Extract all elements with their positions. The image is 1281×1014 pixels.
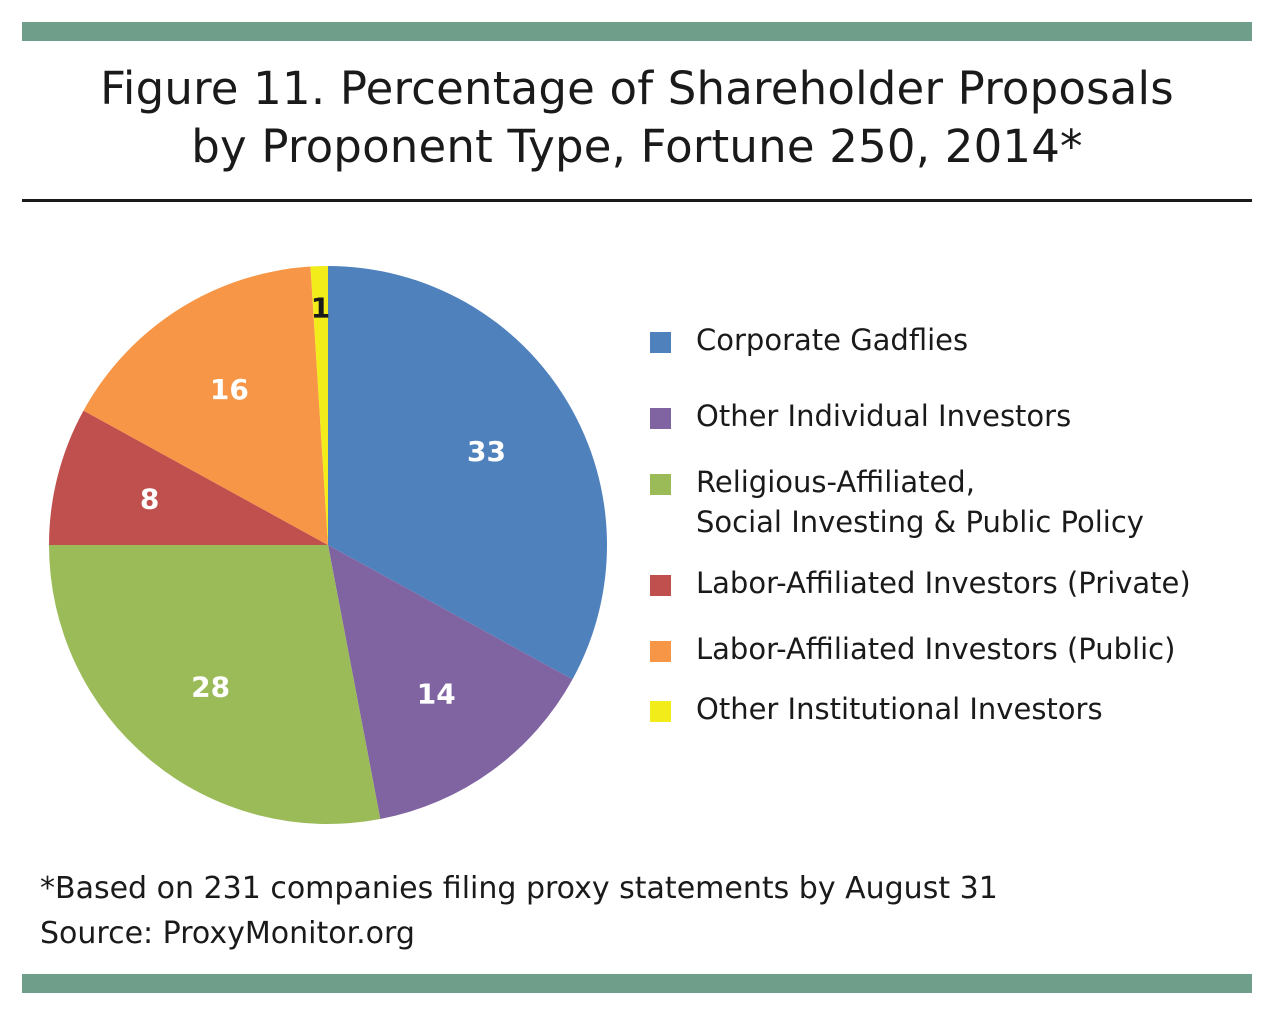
pie-label-corporate-gadflies: 33 bbox=[467, 435, 506, 468]
legend-label: Labor-Affiliated Investors (Private) bbox=[696, 566, 1191, 600]
chart-title: Figure 11. Percentage of Shareholder Pro… bbox=[22, 60, 1252, 176]
legend-swatch bbox=[650, 701, 671, 722]
top-accent-band bbox=[22, 22, 1252, 41]
pie-label-labor-affiliated-investors-public: 16 bbox=[210, 373, 249, 406]
chart-title-line-2: by Proponent Type, Fortune 250, 2014* bbox=[191, 120, 1083, 173]
legend-item-labor-public: Labor-Affiliated Investors (Public) bbox=[650, 629, 1175, 669]
pie-slice-other-institutional-investors bbox=[310, 266, 328, 545]
pie-slice-corporate-gadflies bbox=[328, 266, 607, 680]
footnote-source: Source: ProxyMonitor.org bbox=[40, 916, 415, 951]
legend-swatch bbox=[650, 641, 671, 662]
legend-item-other-institutional-investors: Other Institutional Investors bbox=[650, 689, 1103, 729]
pie-label-other-individual-investors: 14 bbox=[417, 677, 456, 710]
legend-label: Corporate Gadflies bbox=[696, 323, 969, 357]
legend-swatch bbox=[650, 408, 671, 429]
legend-swatch bbox=[650, 474, 671, 495]
bottom-accent-band bbox=[22, 974, 1252, 993]
legend-swatch bbox=[650, 332, 671, 353]
pie-label-labor-affiliated-investors-private: 8 bbox=[140, 483, 159, 516]
pie-slice-labor-affiliated-investors-public bbox=[83, 266, 328, 545]
chart-title-line-1: Figure 11. Percentage of Shareholder Pro… bbox=[100, 62, 1174, 115]
title-divider bbox=[22, 199, 1252, 202]
legend-label: Religious-Affiliated, Social Investing &… bbox=[696, 465, 1144, 539]
legend-label: Labor-Affiliated Investors (Public) bbox=[696, 632, 1176, 666]
legend-label: Other Individual Investors bbox=[696, 399, 1072, 433]
legend-label: Other Institutional Investors bbox=[696, 692, 1103, 726]
pie-slice-labor-affiliated-investors-private bbox=[49, 410, 328, 545]
legend-item-religious-affiliated: Religious-Affiliated, Social Investing &… bbox=[650, 462, 1144, 542]
legend-item-corporate-gadflies: Corporate Gadflies bbox=[650, 320, 968, 360]
footnote: *Based on 231 companies filing proxy sta… bbox=[40, 866, 998, 956]
pie-label-religious-affiliated-social-investing-public-policy: 28 bbox=[191, 670, 230, 703]
legend-swatch bbox=[650, 575, 671, 596]
pie-slice-other-individual-investors bbox=[328, 545, 573, 820]
pie-slice-religious-affiliated-social-investing-public-policy bbox=[49, 545, 381, 825]
footnote-note: *Based on 231 companies filing proxy sta… bbox=[40, 871, 998, 906]
pie-label-other-institutional-investors: 1 bbox=[311, 291, 330, 324]
legend-item-labor-private: Labor-Affiliated Investors (Private) bbox=[650, 563, 1191, 603]
legend-item-other-individual-investors: Other Individual Investors bbox=[650, 396, 1071, 436]
